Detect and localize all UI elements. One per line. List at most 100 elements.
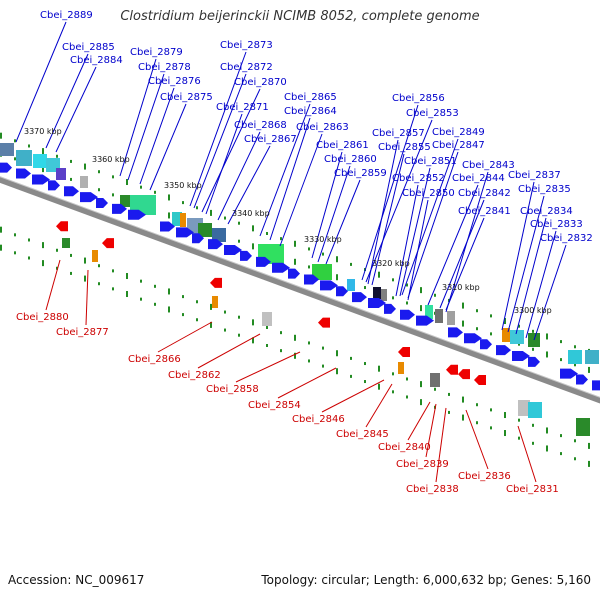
- track-dot: [378, 271, 380, 278]
- track-dot: [28, 256, 30, 260]
- leader-line-top: [407, 151, 459, 299]
- leader-line-top: [407, 199, 429, 301]
- feature-box: [430, 373, 440, 387]
- track-dot: [392, 278, 394, 282]
- track-dot: [84, 275, 86, 282]
- track-dot: [252, 319, 254, 326]
- track-dot: [70, 177, 72, 181]
- gene-label-top: Cbei_2889: [40, 10, 93, 21]
- gene-label-top: Cbei_2864: [284, 106, 337, 117]
- feature-box: [180, 213, 186, 227]
- track-dot: [14, 157, 16, 161]
- feature-box: [172, 212, 182, 226]
- leader-line-top: [201, 88, 261, 213]
- reverse-gene-arrow: [210, 277, 222, 288]
- track-dot: [420, 287, 422, 294]
- track-dot: [266, 343, 268, 347]
- track-dot: [406, 395, 408, 399]
- track-dot: [252, 243, 254, 250]
- leader-line-bottom: [465, 409, 489, 470]
- track-dot: [112, 269, 114, 273]
- track-dot: [476, 403, 478, 407]
- track-dot: [462, 320, 464, 327]
- forward-gene-arrow: [448, 327, 463, 338]
- track-dot: [406, 377, 408, 381]
- track-dot: [0, 244, 2, 251]
- forward-gene-arrow: [80, 192, 98, 203]
- track-dot: [308, 359, 310, 363]
- track-dot: [224, 216, 226, 220]
- track-dot: [84, 257, 86, 264]
- gene-label-top: Cbei_2857: [372, 128, 425, 139]
- track-dot: [364, 362, 366, 366]
- leader-line-top: [439, 199, 485, 309]
- track-dot: [238, 315, 240, 319]
- gene-label-top: Cbei_2876: [148, 76, 201, 87]
- leader-line-bottom: [197, 333, 261, 369]
- track-dot: [490, 408, 492, 412]
- gene-label-top: Cbei_2856: [392, 93, 445, 104]
- leader-line-bottom: [425, 403, 437, 458]
- track-dot: [350, 374, 352, 378]
- forward-gene-arrow: [416, 315, 434, 326]
- forward-gene-arrow: [240, 250, 252, 261]
- leader-line-top: [445, 217, 485, 311]
- track-dot: [490, 332, 492, 336]
- forward-gene-arrow: [480, 339, 492, 350]
- track-dot: [42, 166, 44, 173]
- track-dot: [378, 383, 380, 390]
- track-dot: [504, 412, 506, 419]
- feature-box: [447, 311, 455, 325]
- track-dot: [70, 159, 72, 163]
- leader-line-top: [325, 179, 361, 265]
- track-dot: [56, 154, 58, 158]
- track-dot: [42, 148, 44, 155]
- track-dot: [476, 421, 478, 425]
- gene-label-top: Cbei_2867: [244, 134, 297, 145]
- forward-gene-arrow: [320, 280, 338, 291]
- track-dot: [560, 340, 562, 344]
- forward-gene-arrow: [528, 356, 540, 367]
- scale-tick-label: 3350 kbp: [164, 181, 202, 190]
- track-dot: [168, 306, 170, 313]
- leader-line-top: [139, 87, 175, 185]
- track-dot: [238, 239, 240, 243]
- gene-label-top: Cbei_2852: [392, 173, 445, 184]
- forward-gene-arrow: [48, 180, 60, 191]
- track-dot: [406, 283, 408, 287]
- feature-box: [212, 296, 218, 308]
- track-dot: [518, 418, 520, 422]
- track-dot: [588, 366, 590, 373]
- reverse-gene-arrow: [458, 369, 470, 380]
- forward-gene-arrow: [160, 221, 175, 232]
- track-dot: [504, 318, 506, 325]
- track-dot: [238, 221, 240, 225]
- gene-label-top: Cbei_2871: [216, 102, 269, 113]
- forward-gene-arrow: [464, 333, 482, 344]
- feature-box: [585, 350, 599, 364]
- track-dot: [252, 337, 254, 344]
- track-dot: [112, 287, 114, 291]
- feature-box: [56, 168, 66, 180]
- forward-gene-arrow: [208, 239, 223, 250]
- feature-box: [198, 223, 212, 237]
- feature-box: [62, 238, 70, 248]
- track-dot: [56, 248, 58, 252]
- track-dot: [546, 427, 548, 434]
- track-dot: [350, 356, 352, 360]
- forward-gene-arrow: [576, 374, 588, 385]
- gene-label-bottom: Cbei_2877: [56, 327, 109, 338]
- track-dot: [42, 242, 44, 249]
- leader-line-bottom: [45, 259, 61, 311]
- feature-box: [576, 418, 590, 436]
- forward-gene-arrow: [0, 162, 12, 173]
- track-dot: [420, 305, 422, 312]
- gene-label-bottom: Cbei_2840: [378, 442, 431, 453]
- gene-arrows: [0, 162, 600, 391]
- feature-box: [510, 330, 524, 344]
- feature-box: [262, 312, 272, 326]
- track-dot: [336, 256, 338, 263]
- leader-line-bottom: [407, 401, 431, 441]
- feature-box: [33, 154, 47, 168]
